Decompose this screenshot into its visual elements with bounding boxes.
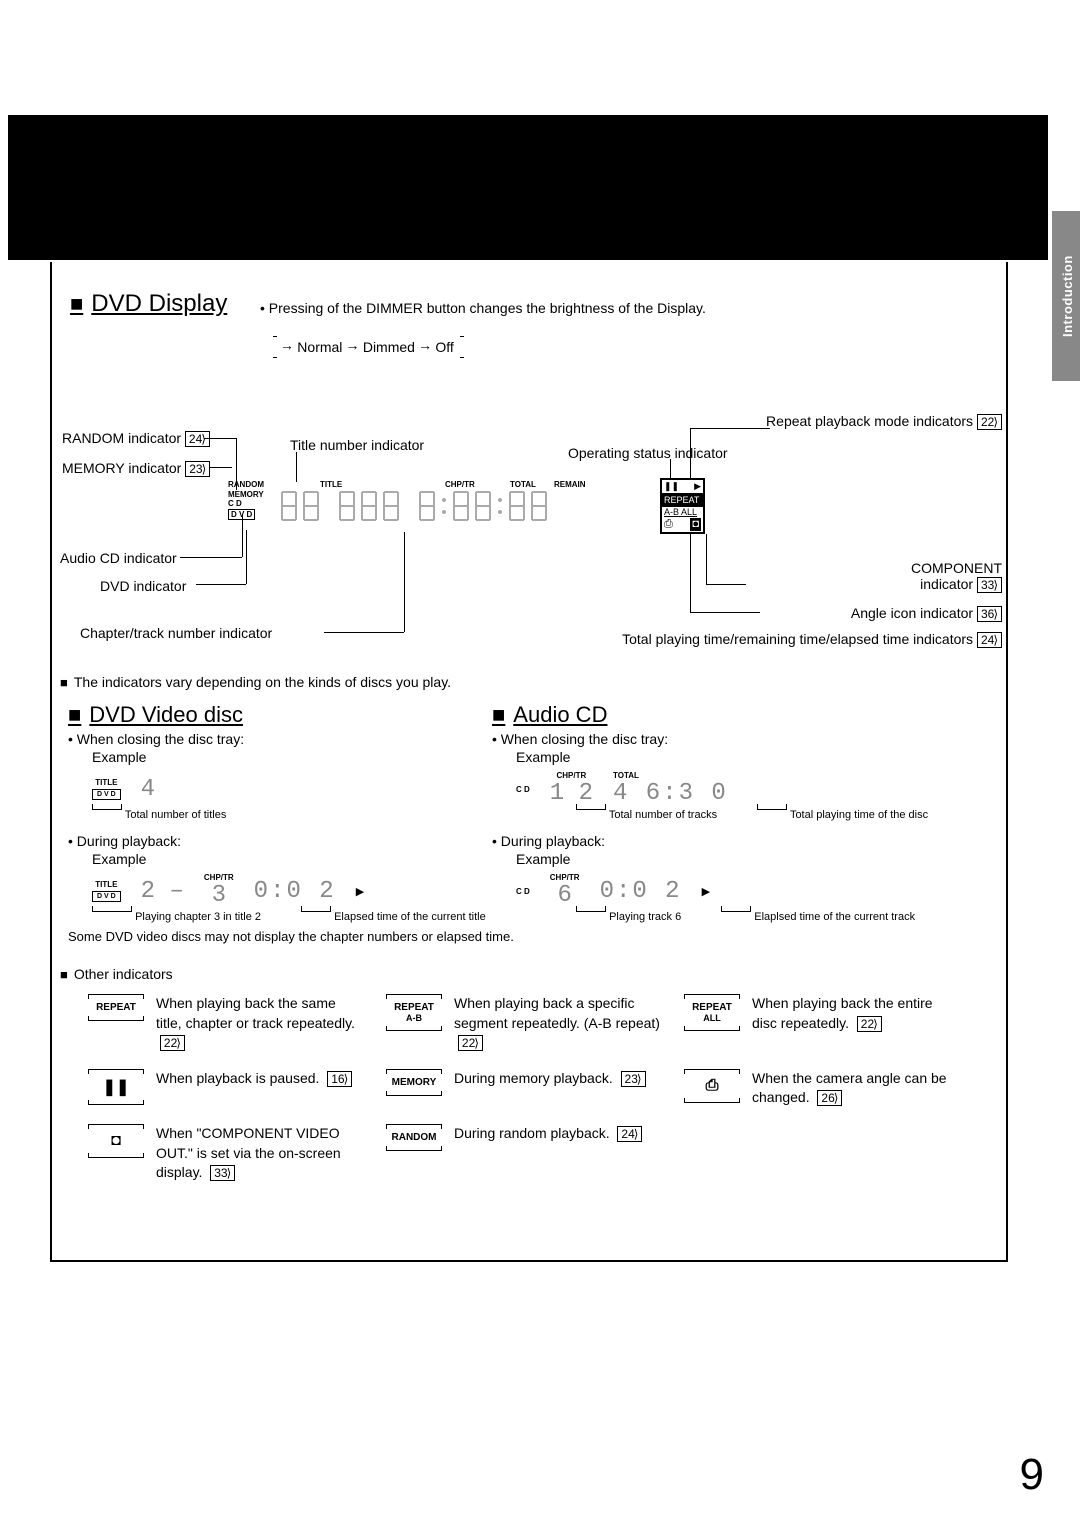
page-frame (50, 262, 1008, 1262)
header-black-bar (8, 115, 1048, 260)
side-tab: Introduction (1052, 211, 1080, 381)
page-number: 9 (1020, 1450, 1044, 1500)
page-container: Introduction DVD Display • Pressing of t… (0, 0, 1080, 1528)
